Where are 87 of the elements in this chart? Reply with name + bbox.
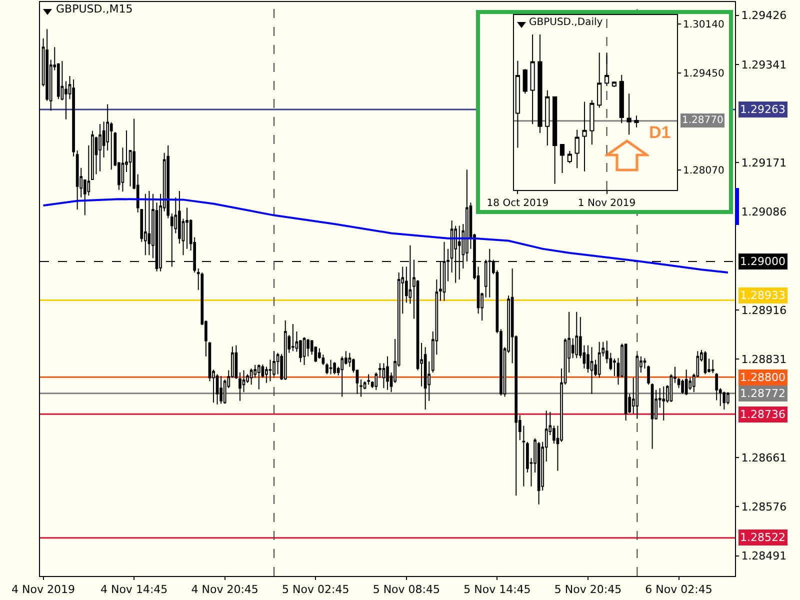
candlestick — [711, 359, 714, 374]
ref-line-label: 1.29000 — [740, 255, 786, 268]
ref-line-label: 1.28736 — [740, 408, 786, 421]
candlestick — [643, 358, 646, 369]
candlestick — [234, 344, 238, 380]
y-tick-label: 1.28070 — [683, 166, 724, 177]
y-tick-label: 1.30140 — [683, 20, 724, 31]
candlestick — [650, 383, 654, 450]
candlestick — [292, 323, 294, 352]
y-tick-label: 1.28831 — [741, 353, 787, 366]
x-tick-label: 1 Nov 2019 — [578, 198, 636, 209]
ref-line-label: 1.28933 — [740, 289, 786, 302]
chart-title: GBPUSD.,M15 — [56, 2, 133, 16]
candlestick — [647, 365, 650, 386]
candlestick — [329, 359, 332, 375]
candlestick — [91, 130, 94, 181]
candlestick — [684, 369, 688, 396]
candlestick — [386, 356, 389, 390]
x-tick-label: 5 Nov 08:45 — [372, 583, 440, 596]
ref-line-label: 1.28800 — [740, 371, 786, 384]
candlestick — [374, 372, 378, 390]
ref-line-label: 1.28772 — [740, 387, 786, 400]
candlestick — [552, 96, 558, 184]
y-tick-label: 1.29171 — [741, 156, 787, 170]
y-tick-label: 1.28491 — [741, 550, 787, 563]
candlestick — [424, 346, 427, 410]
candlestick — [704, 350, 707, 375]
candlestick — [560, 144, 565, 174]
y-tick-label: 1.28576 — [741, 500, 787, 514]
candlestick — [662, 386, 666, 422]
candlestick — [367, 374, 370, 386]
candlestick — [144, 193, 147, 256]
candlestick — [522, 68, 528, 94]
x-tick-label: 4 Nov 14:45 — [100, 583, 168, 596]
candlestick — [220, 376, 222, 404]
y-tick-label: 1.29086 — [741, 206, 787, 219]
ref-line-label: 1.29263 — [740, 103, 786, 116]
candlestick — [545, 90, 550, 146]
candlestick — [216, 374, 219, 405]
candlestick — [722, 391, 726, 410]
candlestick — [604, 52, 610, 87]
candlestick — [612, 80, 617, 88]
candlestick — [597, 52, 602, 108]
candlestick — [567, 150, 572, 164]
candlestick — [575, 311, 578, 359]
x-tick-label: 18 Oct 2019 — [486, 198, 549, 209]
y-tick-label: 1.29450 — [683, 68, 724, 80]
candlestick — [590, 346, 594, 394]
candlestick — [537, 441, 540, 505]
x-tick-label: 6 Nov 02:45 — [645, 583, 712, 596]
candlestick — [626, 93, 632, 136]
candlestick — [72, 78, 75, 157]
candlestick — [326, 362, 328, 375]
y-tick-label: 1.28916 — [741, 304, 787, 317]
candlestick — [538, 34, 542, 134]
candlestick — [148, 190, 151, 256]
candlestick — [284, 320, 287, 381]
x-tick-label: 5 Nov 02:45 — [282, 583, 350, 596]
candlestick — [166, 144, 170, 219]
line-series — [42, 198, 729, 274]
x-tick-label: 5 Nov 20:45 — [554, 583, 622, 596]
candlestick — [250, 368, 253, 386]
candlestick — [619, 74, 624, 124]
candlestick — [574, 129, 580, 169]
candlestick — [636, 354, 639, 420]
x-tick-label: 4 Nov 20:45 — [191, 583, 258, 596]
y-tick-label: 1.28661 — [741, 451, 787, 464]
chart-title: GBPUSD.,Daily — [529, 17, 603, 28]
x-tick-label: 5 Nov 14:45 — [464, 583, 531, 596]
candlestick — [238, 372, 242, 402]
ref-line-label: 1.28770 — [682, 115, 724, 126]
candlestick — [76, 150, 79, 210]
candlestick — [333, 362, 336, 375]
candlestick — [590, 100, 594, 145]
ref-line-label: 1.28522 — [740, 531, 786, 544]
candlestick — [257, 364, 260, 390]
candlestick — [360, 378, 362, 398]
annotation: D1 — [649, 123, 671, 142]
candlestick — [598, 341, 601, 378]
x-tick-label: 4 Nov 2019 — [12, 583, 76, 596]
candlestick — [582, 101, 587, 172]
y-tick-label: 1.29426 — [741, 9, 787, 22]
candlestick — [530, 34, 535, 125]
candlestick — [98, 123, 102, 172]
candlestick — [302, 336, 306, 366]
y-tick-label: 1.29341 — [741, 58, 787, 72]
candlestick — [634, 115, 639, 128]
